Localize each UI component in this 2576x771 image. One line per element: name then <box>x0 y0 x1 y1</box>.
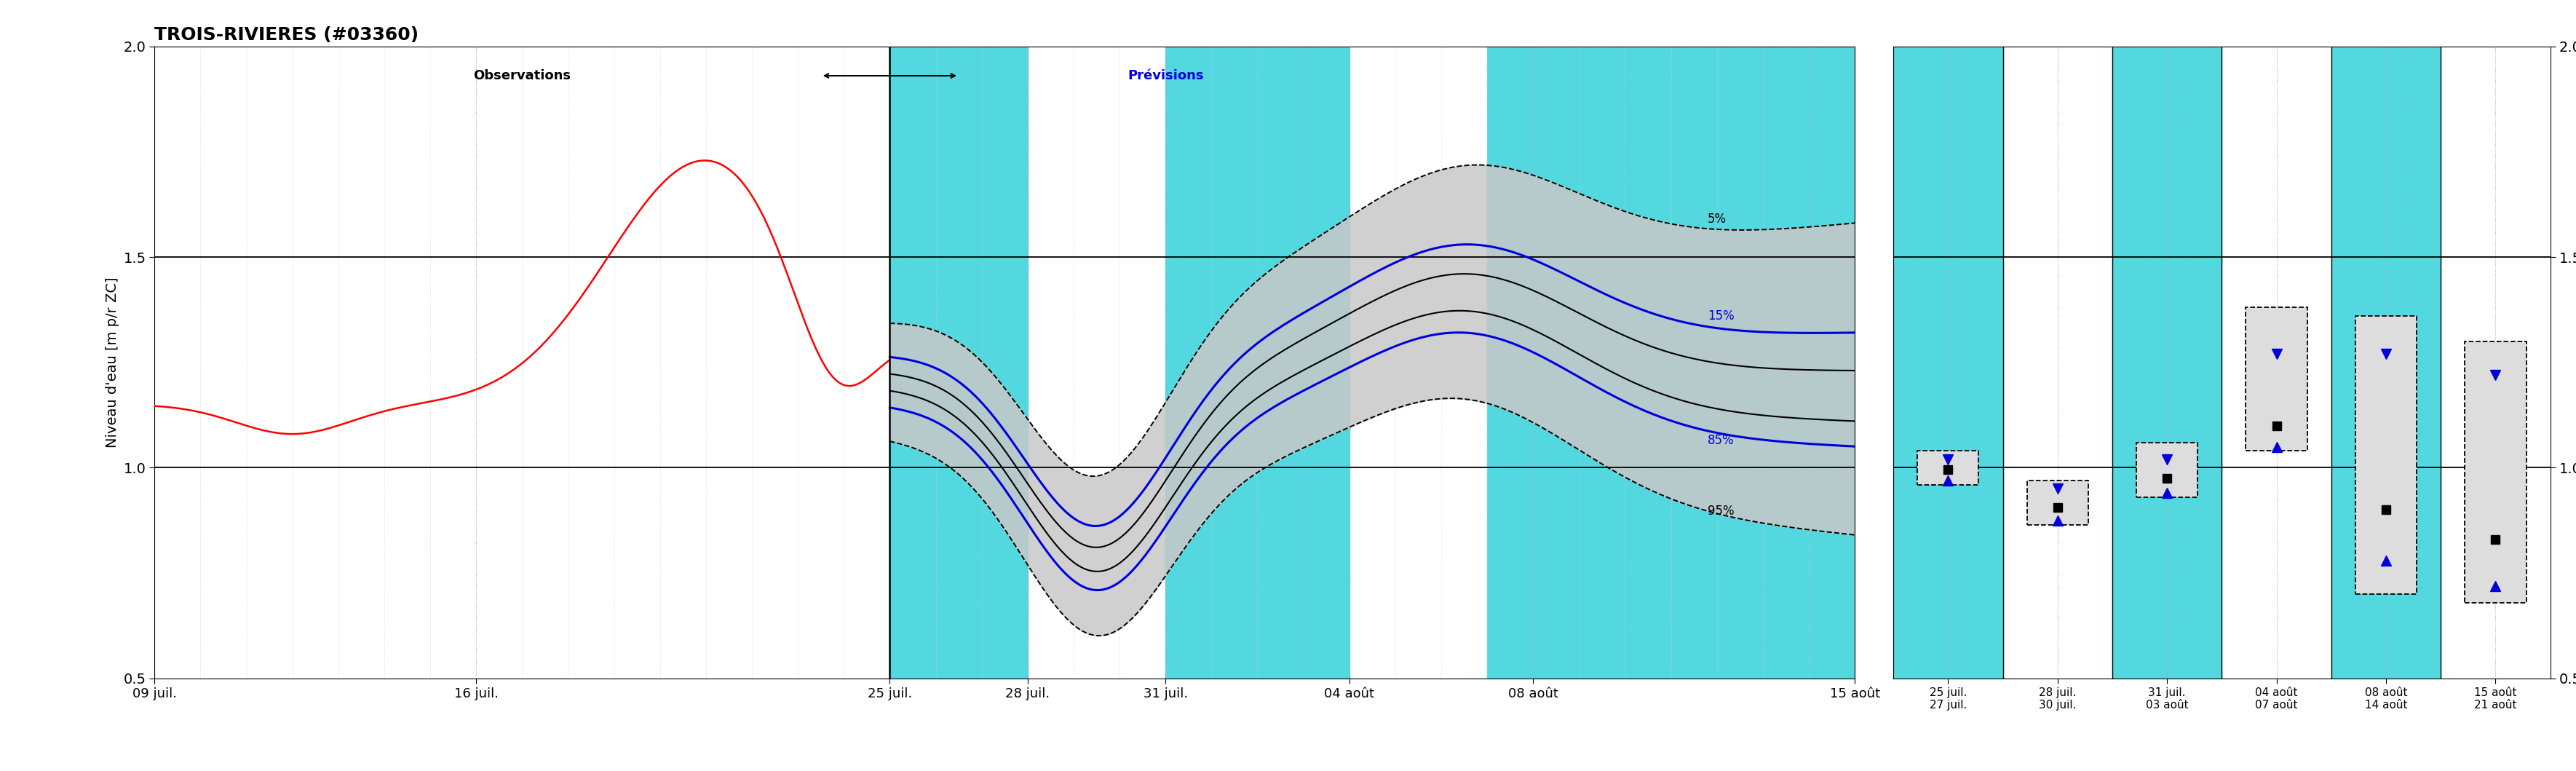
Bar <box>2246 308 2308 451</box>
Text: TROIS-RIVIERES (#03360): TROIS-RIVIERES (#03360) <box>155 26 420 44</box>
Bar <box>889 46 1028 678</box>
Bar <box>1917 451 1978 485</box>
Bar <box>1893 46 2004 678</box>
Bar <box>1164 46 1350 678</box>
Bar <box>2354 316 2416 594</box>
Y-axis label: Niveau d'eau [m p/r ZC]: Niveau d'eau [m p/r ZC] <box>106 277 118 448</box>
Text: 15%: 15% <box>1708 309 1734 322</box>
Bar <box>2465 342 2527 603</box>
Text: Prévisions: Prévisions <box>1128 69 1203 82</box>
Text: Observations: Observations <box>474 69 572 82</box>
Text: 5%: 5% <box>1708 213 1726 226</box>
Text: 95%: 95% <box>1708 505 1734 518</box>
Bar <box>2331 46 2442 678</box>
Bar <box>2136 443 2197 497</box>
Bar <box>2027 480 2089 524</box>
Bar <box>1486 46 1855 678</box>
Bar <box>2112 46 2221 678</box>
Text: 85%: 85% <box>1708 434 1734 447</box>
